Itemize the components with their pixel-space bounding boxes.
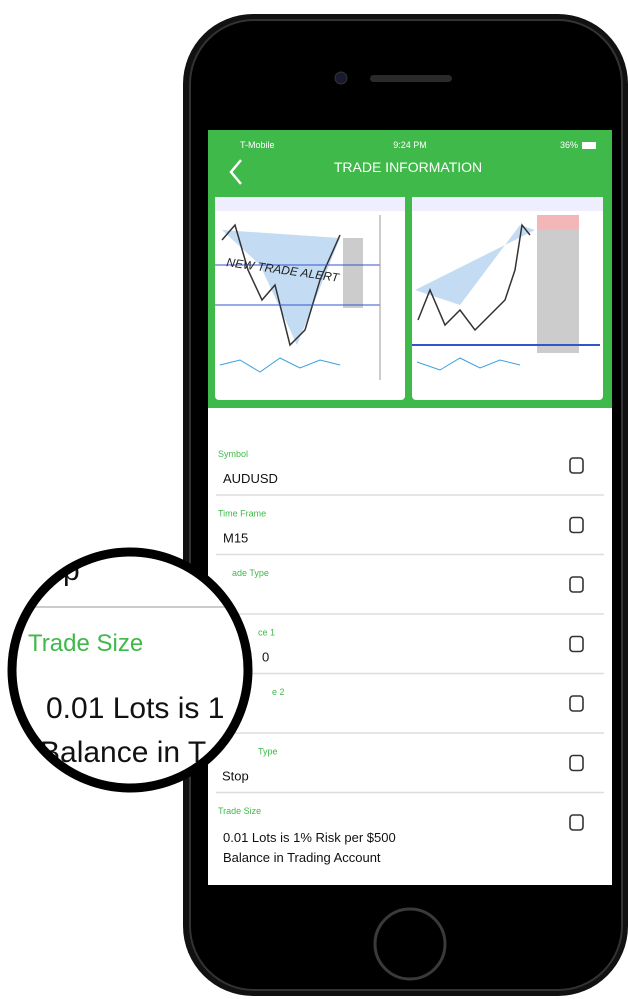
chart-thumb-left: NEW TRADE ALERT: [215, 197, 405, 400]
field-label: Time Frame: [218, 509, 266, 519]
screen: T-Mobile 9:24 PM 36% TRADE INFORMATION N…: [208, 130, 612, 885]
field-label: Trade Size: [218, 806, 261, 816]
field-value: 0: [262, 650, 269, 665]
camera: [335, 72, 347, 84]
battery-icon: [582, 142, 596, 149]
field-value: M15: [223, 531, 248, 546]
field-label: Symbol: [218, 449, 248, 459]
field-label: ade Type: [232, 568, 269, 578]
field-value: Balance in Trading Account: [223, 850, 381, 865]
chart-thumb-right: [412, 197, 603, 400]
speaker: [370, 75, 452, 82]
field-value: 0.01 Lots is 1% Risk per $500: [223, 830, 396, 845]
clock: 9:24 PM: [393, 140, 427, 150]
lens-line: Trade Size: [28, 630, 143, 657]
screen-title: TRADE INFORMATION: [334, 159, 482, 175]
field-value: Stop: [222, 769, 249, 784]
page: {"status_bar": {"carrier": "T-Mobile", "…: [0, 0, 628, 999]
field-label: e 2: [272, 687, 285, 697]
field-label: Type: [258, 747, 278, 757]
field-value: AUDUSD: [223, 471, 278, 486]
carrier: T-Mobile: [240, 140, 275, 150]
scene: T-Mobile 9:24 PM 36% TRADE INFORMATION N…: [0, 0, 628, 999]
field-label: ce 1: [258, 628, 275, 638]
home-button[interactable]: [375, 909, 445, 979]
battery: 36%: [560, 140, 578, 150]
lens-line: 0.01 Lots is 1: [46, 692, 224, 725]
